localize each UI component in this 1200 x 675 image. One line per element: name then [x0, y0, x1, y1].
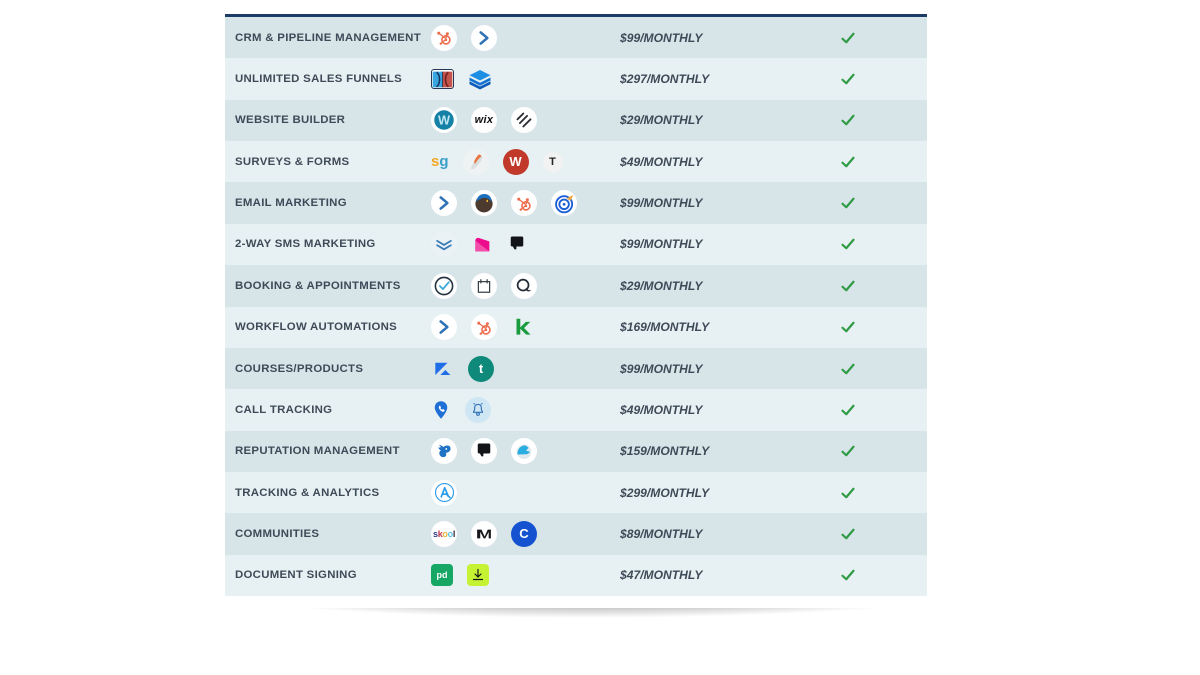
- svg-text:W: W: [438, 113, 451, 128]
